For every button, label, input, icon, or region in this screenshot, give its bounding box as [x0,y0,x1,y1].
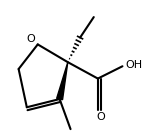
Text: O: O [27,34,35,44]
Text: O: O [96,112,105,122]
Polygon shape [57,62,68,100]
Text: OH: OH [125,60,142,70]
